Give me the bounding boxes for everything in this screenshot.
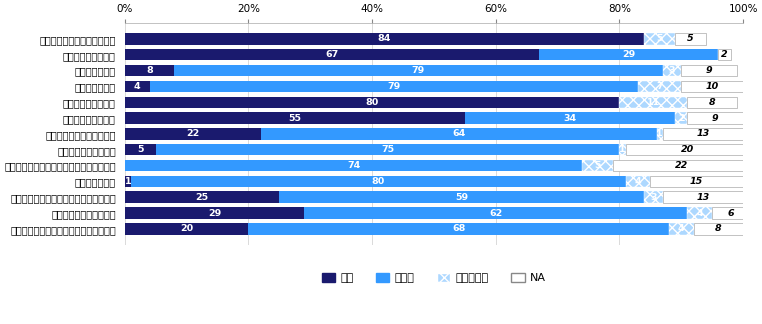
Bar: [131, 176, 626, 187]
Bar: [675, 112, 687, 124]
Text: 25: 25: [196, 193, 209, 202]
Text: 1: 1: [125, 177, 131, 186]
Bar: [719, 49, 731, 61]
Text: 8: 8: [709, 98, 716, 107]
Bar: [620, 97, 687, 108]
Text: 8: 8: [146, 66, 153, 75]
Text: 4: 4: [696, 209, 703, 217]
Bar: [125, 223, 248, 235]
Bar: [125, 191, 280, 203]
Text: 74: 74: [347, 161, 360, 170]
Text: 20: 20: [680, 145, 694, 154]
Text: 29: 29: [622, 50, 636, 59]
Text: 3: 3: [650, 193, 657, 202]
Text: 34: 34: [563, 114, 577, 122]
Bar: [687, 207, 712, 219]
Bar: [663, 65, 681, 76]
Text: 20: 20: [180, 224, 194, 233]
Bar: [663, 191, 743, 203]
Text: 2: 2: [678, 114, 684, 122]
Bar: [663, 128, 743, 140]
Bar: [687, 112, 743, 124]
Bar: [626, 176, 650, 187]
Text: 80: 80: [366, 98, 379, 107]
Text: 3: 3: [669, 66, 675, 75]
Bar: [582, 160, 613, 171]
Text: 79: 79: [412, 66, 425, 75]
Bar: [675, 33, 706, 45]
Bar: [155, 144, 620, 156]
Bar: [465, 112, 675, 124]
Bar: [125, 49, 539, 61]
Bar: [638, 81, 681, 92]
Text: 6: 6: [728, 209, 734, 217]
Text: 68: 68: [452, 224, 466, 233]
Text: 4: 4: [635, 177, 642, 186]
Bar: [620, 144, 626, 156]
Text: 9: 9: [706, 66, 712, 75]
Bar: [626, 144, 749, 156]
Text: 84: 84: [378, 34, 391, 43]
Bar: [669, 223, 693, 235]
Bar: [125, 160, 582, 171]
Text: 1: 1: [620, 145, 626, 154]
Bar: [681, 65, 737, 76]
Text: 75: 75: [381, 145, 394, 154]
Bar: [280, 191, 644, 203]
Text: 2: 2: [721, 50, 728, 59]
Text: 13: 13: [696, 129, 709, 138]
Bar: [304, 207, 687, 219]
Text: 4: 4: [678, 224, 684, 233]
Text: 10: 10: [706, 82, 719, 91]
Bar: [125, 144, 155, 156]
Text: 13: 13: [696, 193, 709, 202]
Bar: [657, 128, 663, 140]
Text: 1: 1: [656, 129, 663, 138]
Bar: [125, 176, 131, 187]
Bar: [681, 81, 743, 92]
Bar: [687, 97, 737, 108]
Text: 5: 5: [687, 34, 694, 43]
Bar: [125, 65, 174, 76]
Bar: [125, 97, 620, 108]
Bar: [613, 160, 749, 171]
Bar: [539, 49, 719, 61]
Bar: [125, 81, 149, 92]
Text: 29: 29: [208, 209, 221, 217]
Bar: [261, 128, 657, 140]
Bar: [125, 128, 261, 140]
Text: 5: 5: [656, 34, 663, 43]
Bar: [644, 33, 675, 45]
Text: 79: 79: [387, 82, 400, 91]
Text: 62: 62: [489, 209, 502, 217]
Text: 9: 9: [712, 114, 719, 122]
Bar: [712, 207, 749, 219]
Legend: はい, いいえ, わからない, NA: はい, いいえ, わからない, NA: [317, 268, 551, 288]
Bar: [693, 223, 743, 235]
Text: 67: 67: [325, 50, 338, 59]
Text: 5: 5: [594, 161, 601, 170]
Text: 11: 11: [647, 98, 660, 107]
Text: 22: 22: [674, 161, 688, 170]
Text: 5: 5: [137, 145, 143, 154]
Text: 55: 55: [288, 114, 301, 122]
Text: 22: 22: [186, 129, 200, 138]
Text: 64: 64: [452, 129, 466, 138]
Bar: [125, 207, 304, 219]
Bar: [644, 191, 663, 203]
Bar: [248, 223, 669, 235]
Text: 4: 4: [134, 82, 140, 91]
Text: 80: 80: [372, 177, 385, 186]
Bar: [650, 176, 743, 187]
Bar: [174, 65, 663, 76]
Text: 8: 8: [715, 224, 722, 233]
Text: 59: 59: [455, 193, 469, 202]
Text: 15: 15: [690, 177, 703, 186]
Bar: [149, 81, 638, 92]
Text: 7: 7: [656, 82, 663, 91]
Bar: [125, 33, 644, 45]
Bar: [125, 112, 465, 124]
